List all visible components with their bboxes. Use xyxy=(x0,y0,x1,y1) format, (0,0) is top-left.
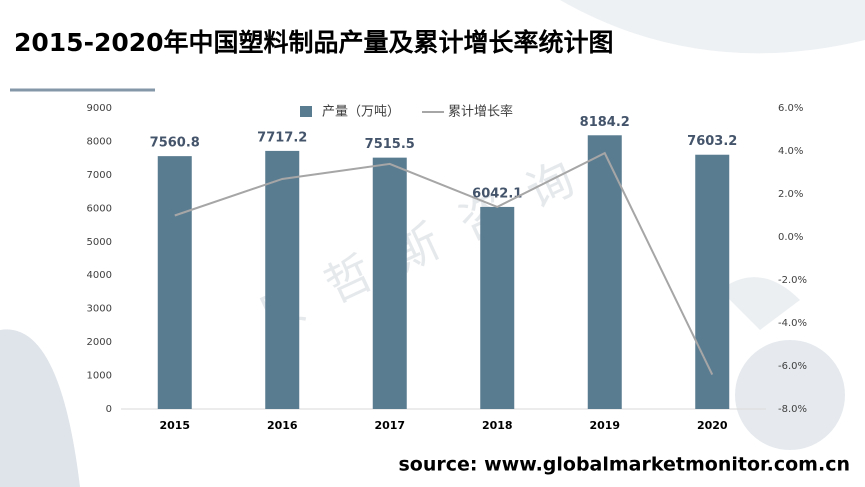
x-tick-label: 2020 xyxy=(697,419,728,432)
y-tick-label: 4000 xyxy=(87,270,112,281)
y-tick-label: 1000 xyxy=(87,371,112,382)
decor xyxy=(735,340,845,450)
y2-tick-label: 4.0% xyxy=(778,146,803,157)
x-tick-label: 2018 xyxy=(482,419,513,432)
value-label: 7717.2 xyxy=(257,130,307,145)
value-label: 7603.2 xyxy=(687,134,737,149)
chart-title: 2015-2020年中国塑料制品产量及累计增长率统计图 xyxy=(14,28,614,57)
x-tick-label: 2019 xyxy=(589,419,620,432)
line xyxy=(174,151,714,376)
bar xyxy=(372,157,407,409)
y-tick-label: 8000 xyxy=(87,136,112,147)
x-tick-label: 2016 xyxy=(267,419,298,432)
value-label: 7515.5 xyxy=(365,137,415,152)
y2-tick-label: -6.0% xyxy=(778,361,807,372)
legend-swatch xyxy=(300,106,312,117)
y2-tick-label: -8.0% xyxy=(778,404,807,415)
decor xyxy=(560,0,865,54)
y2-tick-label: -2.0% xyxy=(778,275,807,286)
legend-label: 累计增长率 xyxy=(448,104,513,120)
bar xyxy=(480,206,515,409)
value-label: 7560.8 xyxy=(150,136,200,151)
source: source: www.globalmarketmonitor.com.cn xyxy=(399,454,851,476)
y-tick-label: 3000 xyxy=(87,304,112,315)
y-tick-label: 9000 xyxy=(87,103,112,114)
y2-tick-label: 0.0% xyxy=(778,232,803,243)
y-tick-label: 0 xyxy=(106,404,112,415)
y-tick-label: 5000 xyxy=(87,237,112,248)
value-label: 8184.2 xyxy=(580,115,630,130)
legend-label: 产量（万吨） xyxy=(322,105,400,120)
y-tick-label: 2000 xyxy=(87,337,112,348)
y2-tick-label: -4.0% xyxy=(778,318,807,329)
bar xyxy=(157,156,192,409)
x-tick-label: 2017 xyxy=(374,419,405,432)
decor xyxy=(720,277,800,330)
x-tick-label: 2015 xyxy=(159,419,190,432)
decor xyxy=(0,329,80,487)
y2-tick-label: 6.0% xyxy=(778,103,803,114)
value-label: 6042.1 xyxy=(472,186,522,201)
bar xyxy=(587,135,622,409)
y-tick-label: 7000 xyxy=(87,170,112,181)
y-tick-label: 6000 xyxy=(87,203,112,214)
y2-tick-label: 2.0% xyxy=(778,189,803,200)
bar xyxy=(695,154,730,409)
bar xyxy=(265,150,300,409)
